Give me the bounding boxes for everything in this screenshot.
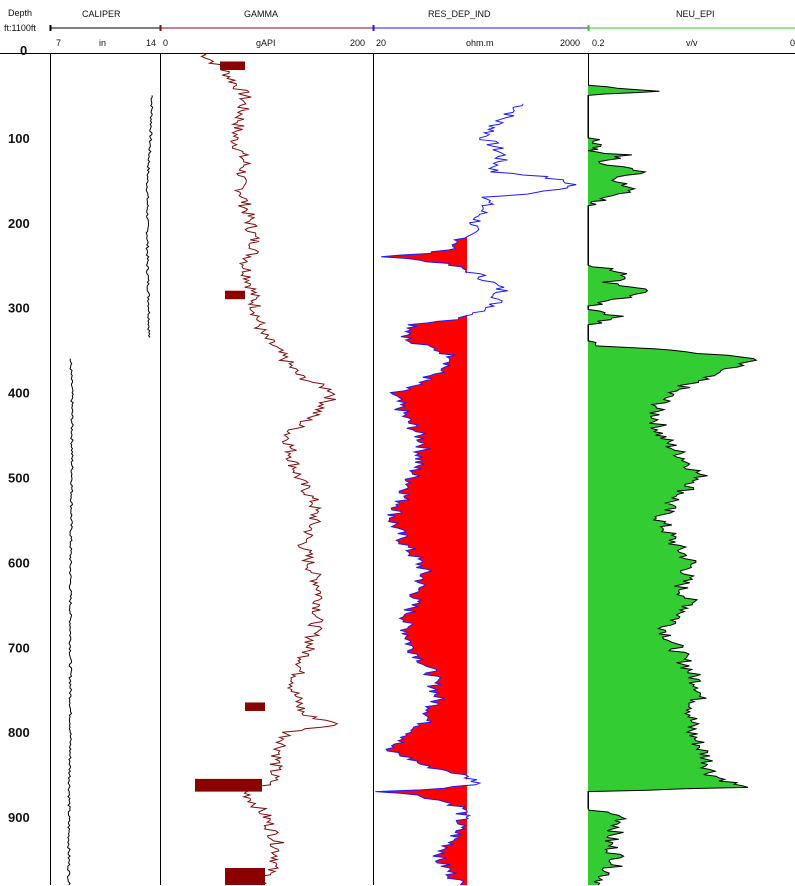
depth-tick-label: 600: [8, 555, 30, 570]
res-fill: [375, 103, 467, 885]
gamma-fill-block: [225, 868, 265, 885]
gamma-unit-label: gAPI: [256, 38, 276, 48]
depth-title: Depth: [8, 8, 32, 18]
depth-tick-label: 700: [8, 640, 30, 655]
depth-scale-label: ft:1100ft: [4, 23, 36, 33]
caliper-curve-upper: [145, 95, 154, 338]
depth-tick-label: 900: [8, 810, 30, 825]
neu-curve: [587, 84, 758, 886]
depth-tick-label: 400: [8, 386, 30, 401]
res-min-label: 20: [376, 38, 386, 48]
depth-tick-label: 100: [8, 131, 30, 146]
caliper-max-label: 14: [146, 38, 156, 48]
track-gamma-name: GAMMA: [244, 9, 278, 19]
curves: [67, 52, 758, 886]
neu-unit-label: v/v: [686, 38, 698, 48]
header-scale-lines: [49, 25, 795, 31]
depth-tick-label: 200: [8, 216, 30, 231]
depth-tick-label-zero: 0: [20, 43, 27, 58]
res-curve: [375, 103, 577, 886]
gamma-fill-block: [195, 778, 262, 792]
gamma-min-label: 0: [163, 38, 168, 48]
res-unit-label: ohm.m: [466, 38, 494, 48]
depth-tick-label: 300: [8, 301, 30, 316]
caliper-min-label: 7: [56, 38, 61, 48]
neu-fill: [588, 85, 757, 886]
gamma-fill-block: [225, 290, 245, 300]
depth-tick-label: 500: [8, 470, 30, 485]
gamma-fill-block: [220, 61, 245, 70]
res-max-label: 2000: [560, 38, 580, 48]
caliper-unit-label: in: [99, 38, 106, 48]
neu-max-label: 0: [790, 38, 795, 48]
track-neu-name: NEU_EPI: [676, 9, 715, 19]
depth-axis: 100 200 300 400 500 600 700 800 900 0: [8, 43, 30, 825]
track-res-name: RES_DEP_IND: [428, 9, 491, 19]
gamma-curve: [200, 52, 339, 886]
gamma-max-label: 200: [350, 38, 365, 48]
gamma-fill-block: [245, 702, 265, 711]
track-caliper-name: CALIPER: [82, 9, 121, 19]
neu-min-label: 0.2: [592, 38, 605, 48]
caliper-curve-lower: [67, 358, 74, 886]
depth-tick-label: 800: [8, 725, 30, 740]
curve-fills: [195, 61, 757, 886]
